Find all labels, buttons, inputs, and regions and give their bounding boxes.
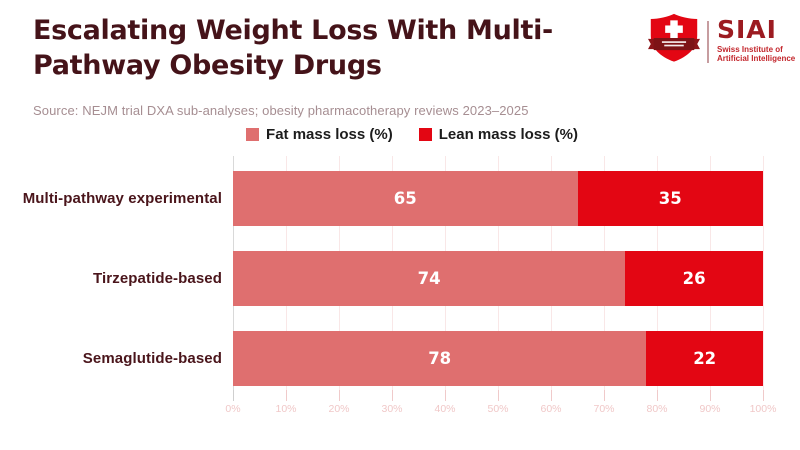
tick-mark-50% — [498, 390, 499, 401]
logo-tagline-line2: Artificial Intelligence — [717, 54, 796, 63]
tick-label-50%: 50% — [487, 403, 509, 415]
legend-swatch-lean — [418, 128, 432, 141]
bar-segment-lean: 35 — [577, 171, 763, 226]
tick-label-60%: 60% — [540, 403, 562, 415]
tick-label-40%: 40% — [434, 403, 456, 415]
tick-label-0%: 0% — [225, 403, 241, 415]
bar-track: 78 22 — [233, 331, 763, 386]
tick-label-100%: 100% — [749, 403, 777, 415]
legend-label-fat: Fat mass loss (%) — [266, 126, 393, 143]
page-title: Escalating Weight Loss With Multi- Pathw… — [33, 13, 653, 83]
logo-wordmark: SIAI — [717, 14, 777, 44]
bar-value-label: 78 — [428, 349, 452, 368]
bar-segment-fat: 74 — [233, 251, 626, 306]
legend-item-lean: Lean mass loss (%) — [418, 126, 578, 143]
tick-mark-70% — [604, 390, 605, 401]
category-label: Multi-pathway experimental — [22, 190, 222, 207]
tick-mark-90% — [710, 390, 711, 401]
logo-divider — [707, 20, 709, 63]
logo-text: SIAI Swiss Institute of Artificial Intel… — [717, 14, 795, 64]
bar-track: 65 35 — [233, 171, 763, 226]
siai-logo: SIAI Swiss Institute of Artificial Intel… — [648, 12, 795, 69]
legend-swatch-fat — [246, 128, 260, 141]
category-label: Tirzepatide-based — [93, 270, 222, 287]
source-note: Source: NEJM trial DXA sub-analyses; obe… — [33, 103, 529, 118]
tick-mark-0% — [233, 390, 234, 401]
category-label: Semaglutide-based — [82, 350, 222, 367]
bar-row: Tirzepatide-based 74 26 — [0, 251, 800, 306]
legend-item-fat: Fat mass loss (%) — [246, 126, 393, 143]
bar-segment-fat: 78 — [233, 331, 647, 386]
tick-label-10%: 10% — [275, 403, 297, 415]
tick-label-80%: 80% — [646, 403, 668, 415]
logo-tagline: Swiss Institute of Artificial Intelligen… — [717, 45, 795, 64]
bar-value-label: 74 — [417, 269, 441, 288]
page-title-line2: Pathway Obesity Drugs — [33, 50, 382, 81]
tick-mark-30% — [392, 390, 393, 401]
tick-label-30%: 30% — [381, 403, 403, 415]
tick-mark-10% — [286, 390, 287, 401]
x-axis: 0% 10% 20% 30% 40% 50% 60% 70% 80% 90% 100% — [225, 390, 776, 416]
gridline-100% — [763, 156, 764, 400]
bar-segment-lean: 22 — [646, 331, 763, 386]
tick-label-20%: 20% — [328, 403, 350, 415]
tick-mark-100% — [763, 390, 764, 401]
bar-track: 74 26 — [233, 251, 763, 306]
bar-row: Semaglutide-based 78 22 — [0, 331, 800, 386]
bar-row: Multi-pathway experimental 65 35 — [0, 171, 800, 226]
page-title-line1: Escalating Weight Loss With Multi- — [33, 15, 553, 46]
tick-label-70%: 70% — [593, 403, 615, 415]
logo-tagline-line1: Swiss Institute of — [717, 44, 783, 54]
bar-value-label: 35 — [658, 189, 682, 208]
tick-mark-80% — [657, 390, 658, 401]
bar-segment-fat: 65 — [233, 171, 578, 226]
tick-mark-40% — [445, 390, 446, 401]
bar-segment-lean: 26 — [625, 251, 763, 306]
tick-label-90%: 90% — [699, 403, 721, 415]
bar-value-label: 65 — [393, 189, 417, 208]
tick-mark-60% — [551, 390, 552, 401]
shield-cross-icon — [648, 12, 700, 69]
tick-mark-20% — [339, 390, 340, 401]
legend-label-lean: Lean mass loss (%) — [438, 126, 578, 143]
bar-value-label: 22 — [693, 349, 717, 368]
chart-legend: Fat mass loss (%) Lean mass loss (%) — [12, 126, 800, 143]
bar-value-label: 26 — [682, 269, 706, 288]
